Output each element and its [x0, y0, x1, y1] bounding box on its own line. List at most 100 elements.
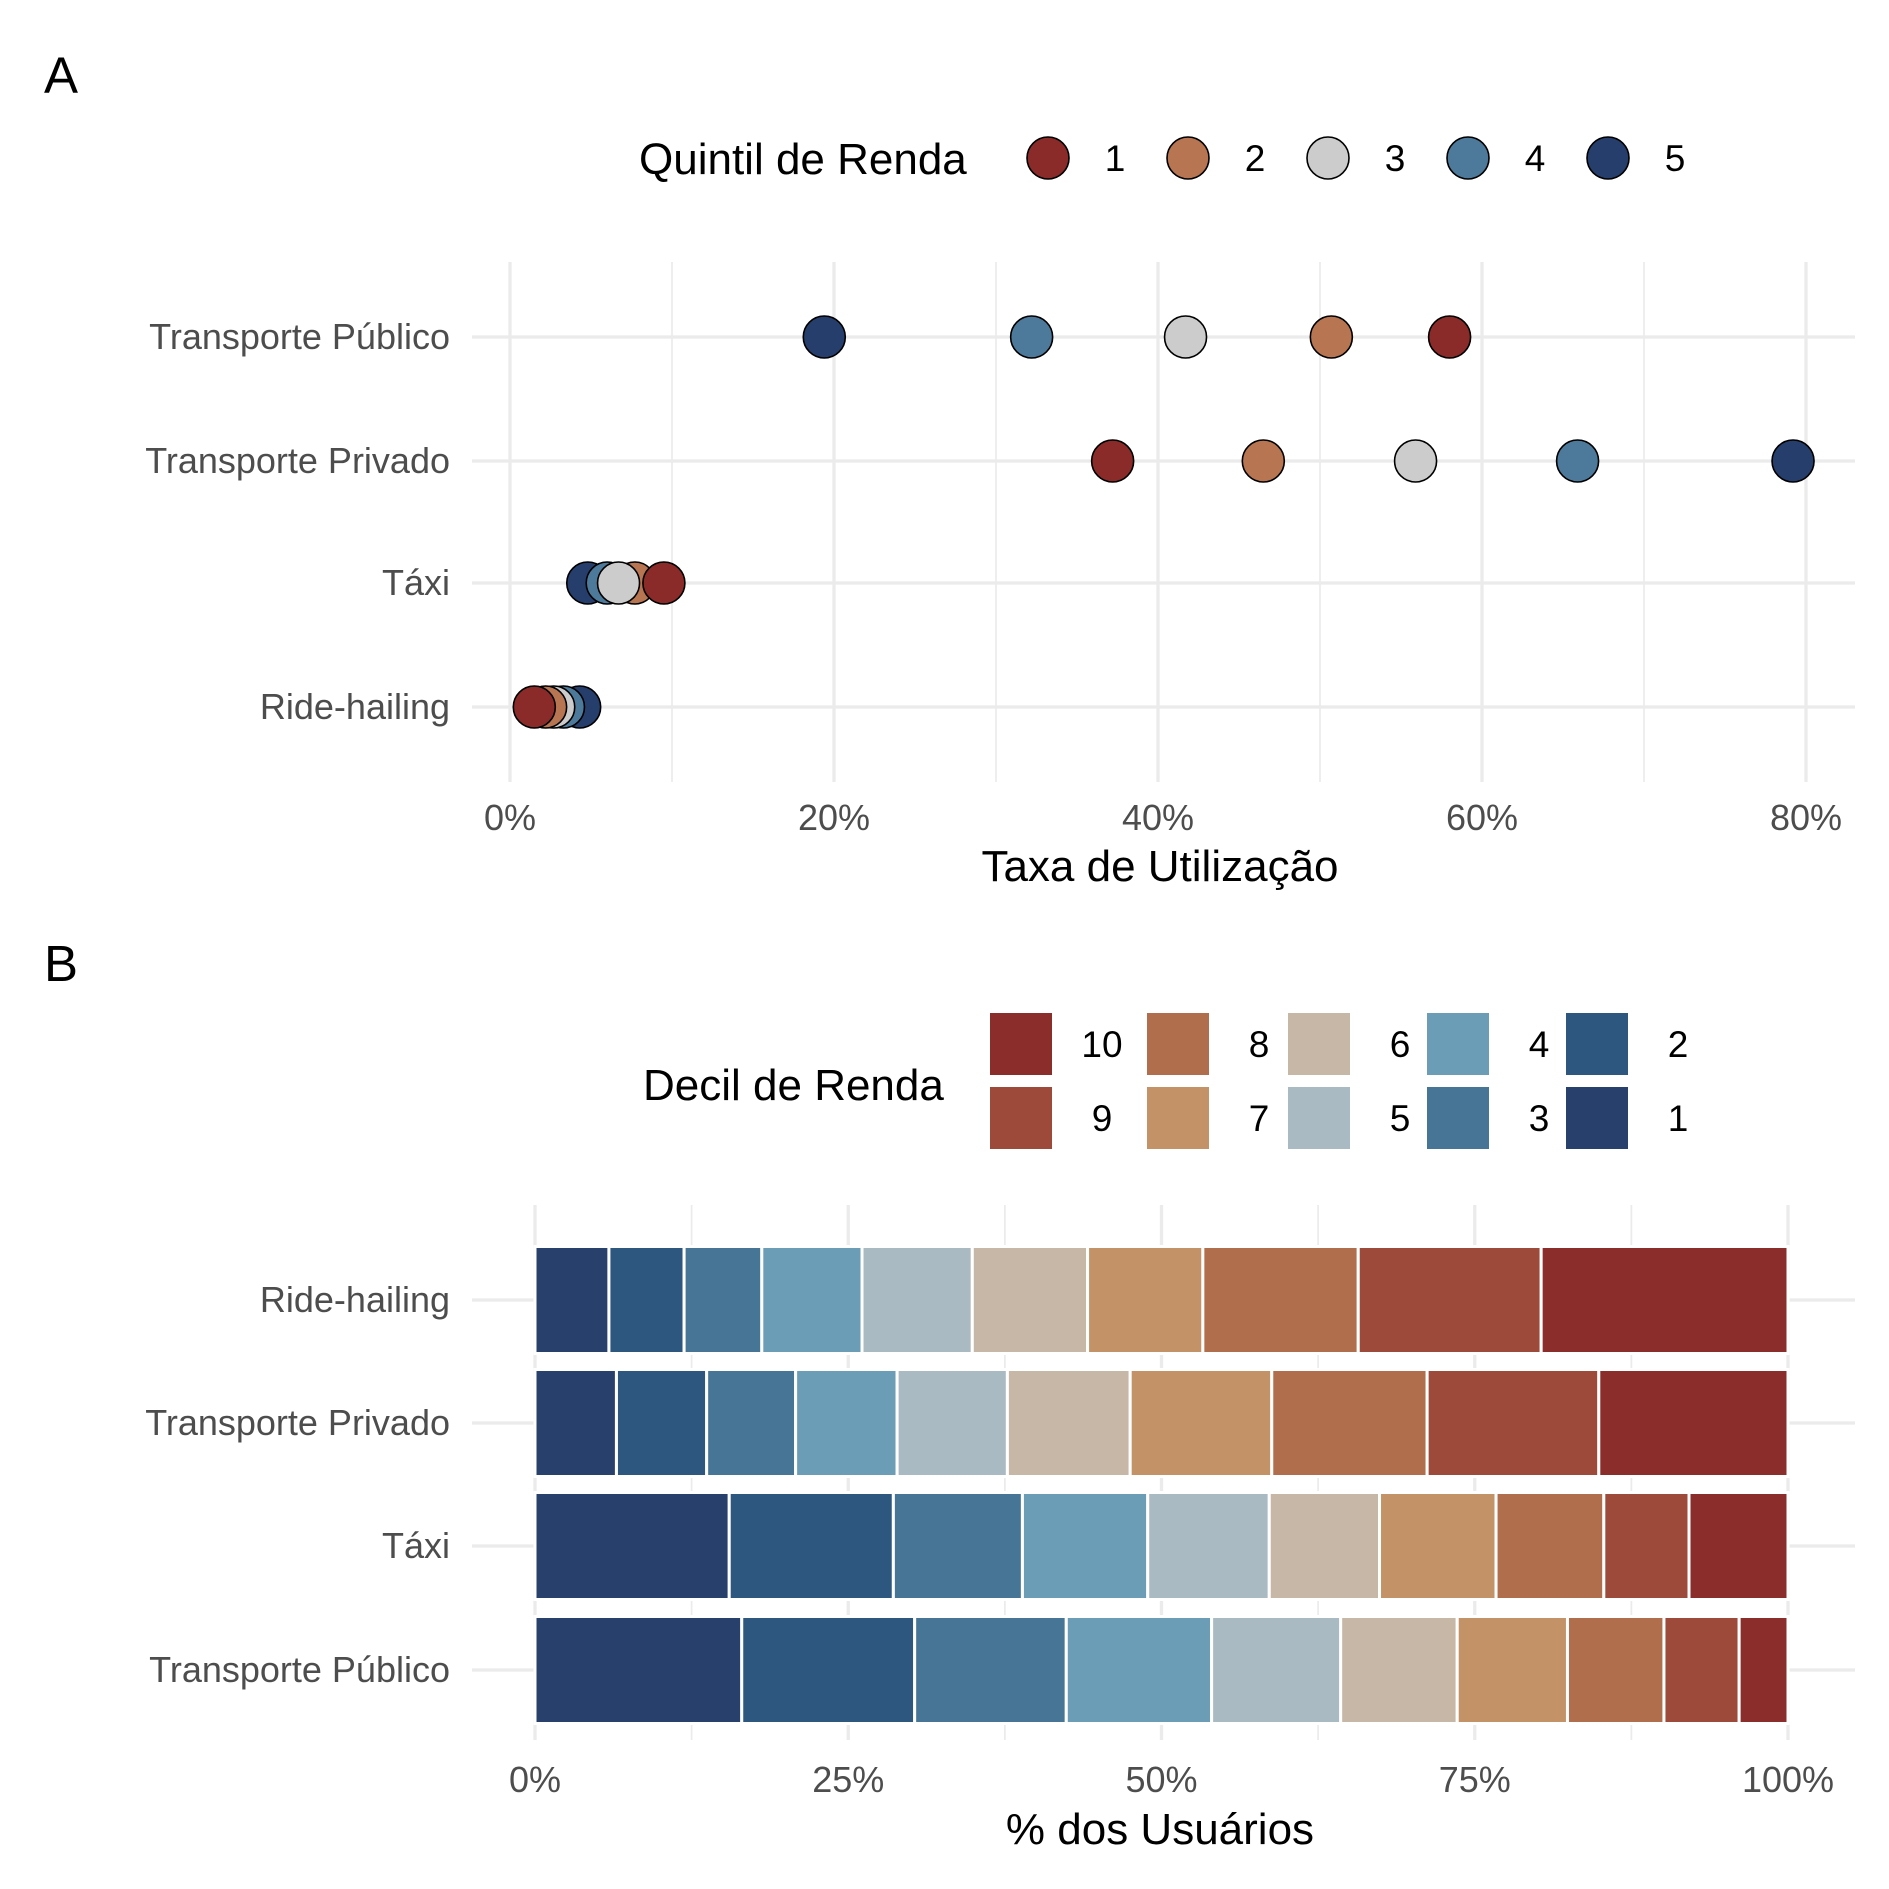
panel-b-legend-key	[1566, 1013, 1628, 1075]
panel-b-legend-key	[1427, 1087, 1489, 1149]
panel-b-bar-segment	[1267, 1491, 1382, 1601]
panel-b-bar-segment	[794, 1368, 899, 1478]
panel-b-bar-segment	[1494, 1491, 1606, 1601]
panel-b-legend: Decil de Renda 10 9 8 7 6 5 4 3 2 1	[643, 1013, 1688, 1149]
panel-b-legend-label: 7	[1249, 1098, 1270, 1139]
panel-b-bar-segment	[705, 1368, 798, 1478]
panel-b-bar-segment	[1020, 1491, 1150, 1601]
panel-b-bar-segment	[614, 1368, 709, 1478]
panel-b-legend-label: 1	[1668, 1098, 1689, 1139]
panel-b-x-axis-title: % dos Usuários	[1006, 1805, 1314, 1854]
panel-b-bar-segment	[1737, 1615, 1790, 1725]
panel-b-bar-segment	[1146, 1491, 1271, 1601]
panel-a-legend-key	[1026, 136, 1070, 180]
panel-b-bar-segment	[533, 1245, 611, 1355]
panel-b-bar-segment	[1602, 1491, 1691, 1601]
panel-b-bar-segment	[607, 1245, 686, 1355]
panel-b-bar-segment	[1565, 1615, 1666, 1725]
panel-b-tag: B	[44, 935, 78, 992]
panel-b-legend-key	[1147, 1013, 1209, 1075]
panel-b-legend-key	[1288, 1087, 1350, 1149]
panel-b-x-tick-label: 0%	[509, 1759, 561, 1800]
panel-b-bar-segment	[895, 1368, 1009, 1478]
panel-b-bar-segment	[682, 1245, 764, 1355]
panel-b-bar-segment	[1687, 1491, 1790, 1601]
panel-b-x-tick-label: 50%	[1125, 1759, 1197, 1800]
panel-a-point	[1555, 439, 1600, 483]
panel-a-x-tick-label: 80%	[1770, 797, 1842, 838]
panel-a-point	[512, 685, 557, 729]
panel-a-tag: A	[44, 47, 78, 104]
panel-b-bar-segment	[1064, 1615, 1214, 1725]
panel-a-legend-label: 5	[1665, 138, 1686, 179]
panel-a-x-tick-label: 20%	[798, 797, 870, 838]
panel-a-legend: Quintil de Renda 1 2 3 4 5	[639, 135, 1685, 184]
panel-b-legend-key	[990, 1087, 1052, 1149]
panel-a-point	[1241, 439, 1286, 483]
panel-b-legend-key	[1147, 1087, 1209, 1149]
panel-b-bar-segment	[1210, 1615, 1343, 1725]
panel-a-points	[512, 315, 1815, 729]
panel-b-bar-segment	[727, 1491, 895, 1601]
panel-b-stacked-bar-chart: 0% 25% 50% 75% 100% Ride-hailing Transporte P…	[145, 1013, 1855, 1854]
panel-a-point	[1427, 315, 1472, 359]
panel-a-point	[642, 561, 686, 605]
panel-b-bar-segment	[860, 1245, 974, 1355]
panel-b-category-label: Ride-hailing	[260, 1279, 450, 1320]
panel-a-legend-label: 4	[1525, 138, 1546, 179]
panel-b-bar-segment	[1270, 1368, 1429, 1478]
panel-b-category-label: Transporte Público	[149, 1649, 450, 1690]
panel-b-legend-label: 5	[1390, 1098, 1411, 1139]
panel-a-category-labels: Transporte Público Transporte Privado Táxi…	[145, 316, 450, 727]
panel-a-category-label: Táxi	[382, 562, 450, 603]
panel-b-bar-segment	[1662, 1615, 1741, 1725]
panel-b-category-labels: Ride-hailing Transporte Privado Táxi Transp…	[145, 1279, 450, 1690]
panel-a-x-tick-label: 0%	[484, 797, 536, 838]
panel-a-legend-key	[1166, 136, 1210, 180]
panel-b-bar-segment	[1128, 1368, 1274, 1478]
panel-b-legend-label: 4	[1529, 1024, 1550, 1065]
panel-a-point	[802, 315, 847, 359]
panel-a-legend-label: 2	[1245, 138, 1266, 179]
panel-b-bar-segment	[970, 1245, 1090, 1355]
panel-a-category-label: Transporte Privado	[145, 440, 450, 481]
panel-b-x-tick-label: 75%	[1439, 1759, 1511, 1800]
panel-b-legend-key	[1427, 1013, 1489, 1075]
panel-a-category-label: Ride-hailing	[260, 686, 450, 727]
panel-a-point	[1009, 315, 1054, 359]
panel-b-legend-label: 10	[1081, 1024, 1122, 1065]
panel-b-bar-segment	[891, 1491, 1024, 1601]
panel-b-x-tick-labels: 0% 25% 50% 75% 100%	[509, 1759, 1834, 1800]
panel-a-point	[1163, 315, 1208, 359]
panel-a-x-axis-title: Taxa de Utilização	[981, 842, 1338, 891]
panel-b-bar-segment	[1201, 1245, 1360, 1355]
panel-a-legend-title: Quintil de Renda	[639, 135, 967, 184]
panel-a-point	[1090, 439, 1135, 483]
panel-b-bar-segment	[1597, 1368, 1790, 1478]
panel-a-legend-key	[1306, 136, 1350, 180]
panel-b-legend-key	[990, 1013, 1052, 1075]
panel-b-x-tick-label: 25%	[812, 1759, 884, 1800]
panel-b-bar-segment	[1005, 1368, 1132, 1478]
panel-b-legend-label: 6	[1390, 1024, 1411, 1065]
panel-a-x-tick-label: 60%	[1446, 797, 1518, 838]
panel-b-legend-key	[1566, 1087, 1628, 1149]
panel-a-point	[1771, 439, 1815, 483]
panel-b-bars	[533, 1245, 1790, 1725]
panel-a-point	[1309, 315, 1354, 359]
panel-a-x-tick-label: 40%	[1122, 797, 1194, 838]
panel-b-bar-segment	[1455, 1615, 1569, 1725]
panel-a-grid	[472, 262, 1855, 782]
panel-b-bar-segment	[1378, 1491, 1498, 1601]
panel-b-legend-label: 2	[1668, 1024, 1689, 1065]
panel-b-bar-segment	[760, 1245, 864, 1355]
panel-b-bar-segment	[913, 1615, 1068, 1725]
panel-b-bar-segment	[1425, 1368, 1601, 1478]
panel-b-bar-segment	[740, 1615, 917, 1725]
panel-b-legend-label: 8	[1249, 1024, 1270, 1065]
panel-a-point	[1393, 439, 1438, 483]
panel-b-bar-segment	[533, 1615, 744, 1725]
panel-a-legend-key	[1446, 136, 1490, 180]
panel-a-legend-key	[1586, 136, 1630, 180]
